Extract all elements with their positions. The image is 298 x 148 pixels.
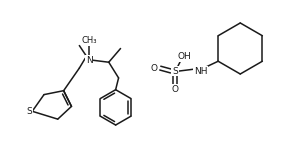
Text: N: N [86,56,92,65]
Text: CH₃: CH₃ [81,36,97,45]
Text: S: S [27,107,32,116]
Text: O: O [171,85,179,94]
Text: NH: NH [194,67,207,76]
Text: O: O [151,64,158,73]
Text: OH: OH [178,52,192,61]
Text: S: S [172,67,178,76]
